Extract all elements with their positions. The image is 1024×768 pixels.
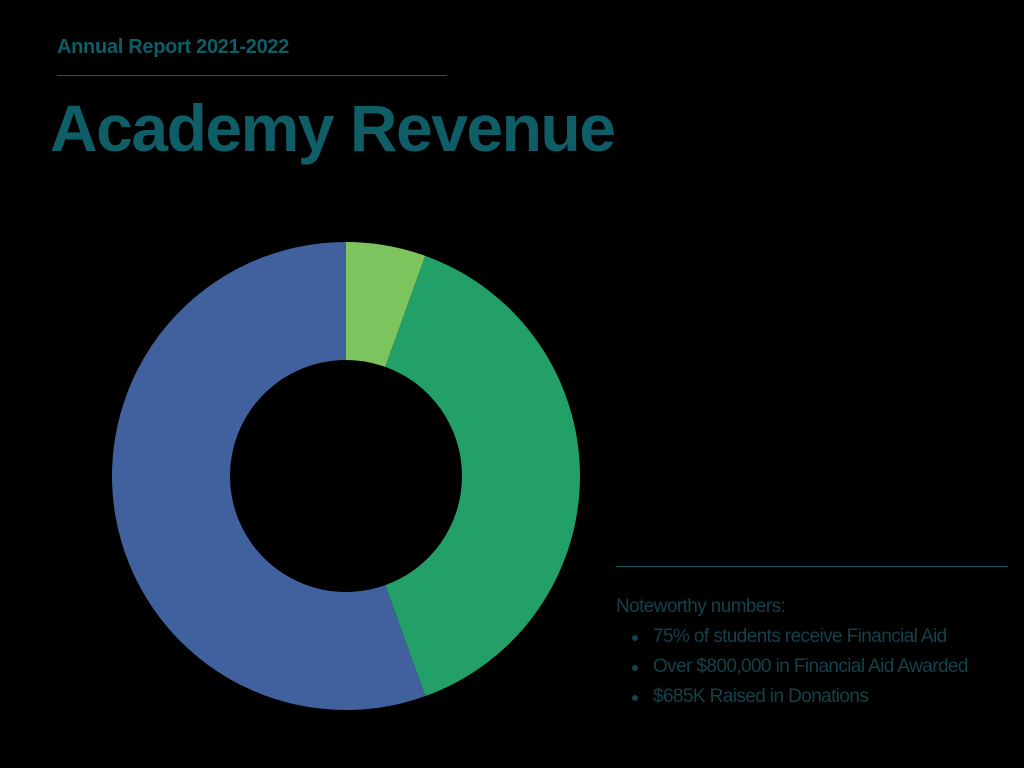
report-eyebrow: Annual Report 2021-2022	[57, 36, 290, 58]
notes-list: 75% of students receive Financial Aid Ov…	[616, 622, 1008, 712]
donut-slice-2	[385, 255, 581, 697]
notes-item: Over $800,000 in Financial Aid Awarded	[616, 652, 1008, 682]
page-title: Academy Revenue	[50, 91, 616, 165]
notes-divider	[616, 566, 1008, 567]
revenue-donut-chart	[112, 242, 581, 710]
donut-slice-3	[112, 242, 426, 710]
donut-slice-1	[346, 242, 426, 367]
notes-item: $685K Raised in Donations	[616, 682, 1008, 712]
notes-item: 75% of students receive Financial Aid	[616, 622, 1008, 652]
header-divider	[57, 75, 447, 76]
notes-heading: Noteworthy numbers:	[616, 596, 786, 617]
noteworthy-numbers: Noteworthy numbers: 75% of students rece…	[616, 592, 1008, 712]
